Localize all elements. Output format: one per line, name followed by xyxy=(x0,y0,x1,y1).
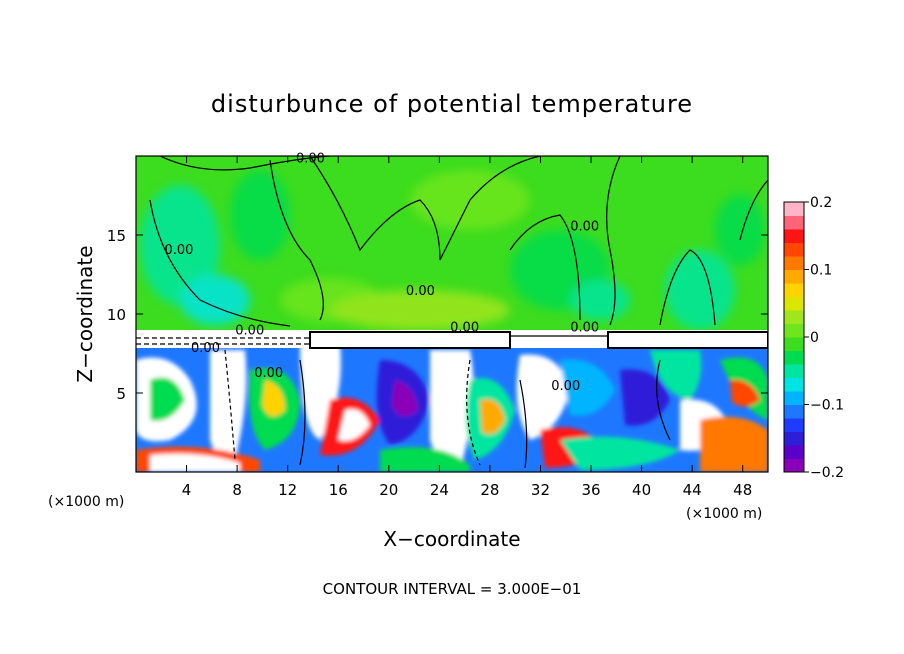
contour-label: 0.00 xyxy=(551,379,580,394)
x-tick-label: 44 xyxy=(683,481,702,499)
colorbar-tick-label: 0.1 xyxy=(810,263,832,279)
x-tick-label: 48 xyxy=(733,481,752,499)
y-tick-label: 15 xyxy=(107,227,126,245)
x-tick-label: 4 xyxy=(182,481,192,499)
plot-area xyxy=(136,156,768,472)
x-axis-label: X−coordinate xyxy=(383,527,520,551)
x-tick-label: 32 xyxy=(531,481,550,499)
x-tick-label: 20 xyxy=(379,481,398,499)
colorbar-segment xyxy=(784,350,804,365)
y-axis-label: Z−coordinate xyxy=(73,245,97,382)
contour-label: 0.00 xyxy=(164,243,193,258)
contour-label: 0.00 xyxy=(406,284,435,299)
colorbar-segment xyxy=(784,269,804,284)
contour-label: 0.00 xyxy=(570,320,599,335)
colorbar-tick-label: 0 xyxy=(810,330,819,346)
colorbar-segment xyxy=(784,418,804,432)
colorbar-segment xyxy=(784,215,804,230)
x-tick-label: 28 xyxy=(480,481,499,499)
x-tick-label: 36 xyxy=(581,481,600,499)
contour-label: 0.00 xyxy=(570,219,599,234)
colorbar-tick-label: −0.1 xyxy=(810,398,844,414)
colorbar-segment xyxy=(784,458,804,473)
colorbar-tick-label: −0.2 xyxy=(810,465,844,481)
colorbar-segment xyxy=(784,445,804,459)
contour-label: 0.00 xyxy=(191,341,220,356)
contour-label: 0.00 xyxy=(296,151,325,166)
x-tick-label: 12 xyxy=(278,481,297,499)
contour-lines xyxy=(136,156,768,469)
contour-label: 0.00 xyxy=(254,366,283,381)
x-unit-right: (×1000 m) xyxy=(686,506,762,522)
colorbar-segment xyxy=(784,283,804,297)
colorbar-segment xyxy=(784,242,804,257)
lower-layer-variation xyxy=(136,345,768,472)
contour-label: 0.00 xyxy=(450,320,479,335)
contour-labels: 0.00 0.00 0.00 0.00 0.00 0.00 0.00 0.00 0.00 0.00 xyxy=(164,151,599,394)
colorbar-segment xyxy=(784,323,804,338)
chart-title: disturbunce of potential temperature xyxy=(211,90,693,118)
contour-label: 0.00 xyxy=(235,324,264,339)
x-axis-ticks: 4 8 12 16 20 24 28 32 36 40 44 48 xyxy=(182,156,752,499)
colorbar-segment xyxy=(784,364,804,378)
y-tick-label: 10 xyxy=(107,306,126,324)
contour-interval-note: CONTOUR INTERVAL = 3.000E−01 xyxy=(323,580,582,598)
colorbar-segment xyxy=(784,256,804,270)
x-tick-label: 8 xyxy=(232,481,242,499)
x-tick-label: 24 xyxy=(430,481,449,499)
y-tick-label: 5 xyxy=(116,385,126,403)
x-tick-label: 16 xyxy=(329,481,348,499)
colorbar-segment xyxy=(784,377,804,392)
colorbar-segment xyxy=(784,431,804,446)
colorbar-segment xyxy=(784,202,804,216)
colorbar xyxy=(784,202,804,473)
colorbar-segment xyxy=(784,310,804,324)
colorbar-ticks: 0.2 0.1 0 −0.1 −0.2 xyxy=(804,195,844,481)
colorbar-tick-label: 0.2 xyxy=(810,195,832,211)
colorbar-segment xyxy=(784,404,804,419)
y-axis-ticks: 5 10 15 xyxy=(107,227,768,403)
x-unit-left: (×1000 m) xyxy=(48,494,124,510)
colorbar-segment xyxy=(784,391,804,405)
x-tick-label: 40 xyxy=(632,481,651,499)
colorbar-segment xyxy=(784,229,804,243)
colorbar-segment xyxy=(784,296,804,311)
colorbar-segment xyxy=(784,337,804,351)
